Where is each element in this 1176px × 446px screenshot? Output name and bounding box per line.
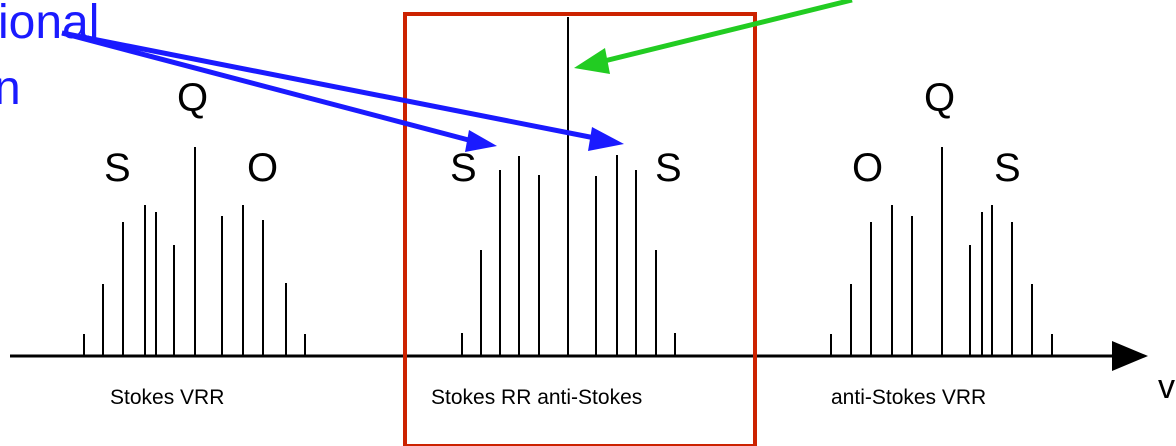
blue-arrow-to-stokes-s [61,30,483,147]
blue-text-fragment-1: ional [0,0,99,49]
o-branch-label-right: O [852,146,883,190]
s-branch-label: S [104,146,131,190]
blue-text-fragment-2: n [0,62,21,115]
q-branch-label-right: Q [924,76,955,120]
rotational-raman-label: Stokes RR anti-Stokes [431,386,642,409]
o-branch-label: O [247,146,278,190]
green-arrow-to-rayleigh [591,0,853,67]
stokes-vrr-lines [83,147,306,356]
s-branch-label-right: S [994,146,1021,190]
axis-arrowhead [1112,341,1148,371]
blue-arrow-to-anti-stokes-s [61,30,606,143]
highlight-box [403,12,757,446]
q-branch-label: Q [177,76,208,120]
s-branch-label-stokes: S [450,146,477,190]
rotational-raman-lines [461,17,676,356]
s-branch-label-anti-stokes: S [655,146,682,190]
stokes-vrr-label: Stokes VRR [110,386,224,409]
anti-stokes-vrr-label: anti-Stokes VRR [831,386,986,409]
green-arrowhead [574,48,610,74]
blue-arrowhead-2 [588,127,624,151]
anti-stokes-vrr-lines [830,147,1053,356]
axis-label: v [1158,368,1175,406]
blue-arrowhead-1 [465,130,497,152]
